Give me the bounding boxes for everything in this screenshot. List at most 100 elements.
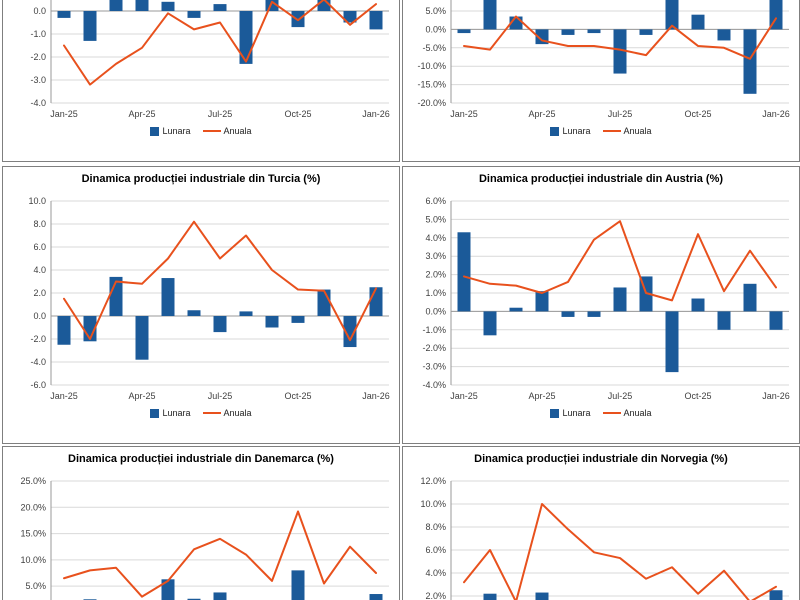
lunara-bar [187,310,201,316]
chart-legend: Lunara Anuala [3,126,399,136]
lunara-bar [57,11,71,18]
y-axis-tick-label: 0.0 [33,6,46,16]
lunara-bar [161,1,175,11]
chart-canvas: 10.0 8.0 6.0 4.0 2.0 0.0 -2.0 -4.0 -6.0 Jan-25 Apr… [28,196,390,401]
chart-panel-turcia: Dinamica producției industriale din Turc… [2,166,400,444]
lunara-bar [769,590,783,600]
lunara-bar [265,0,279,11]
x-axis-tick-label: Jul-25 [208,391,233,401]
chart-panel-danemarca: Dinamica producției industriale din Dane… [2,446,400,600]
lunara-bar [587,311,601,317]
x-axis-tick-label: Oct-25 [684,109,711,119]
y-axis-tick-label: -1.0% [422,325,446,335]
chart-canvas: 30.0%25.0%20.0%15.0%10.0%5.0%0.0%-5.0%-1… [417,0,790,119]
anuala-legend-swatch-icon [202,129,221,133]
x-axis-tick-label: Jul-25 [208,109,233,119]
y-axis-tick-label: 2.0% [425,591,446,600]
lunara-bar [187,11,201,18]
y-axis-tick-label: -5.0% [422,43,446,53]
y-axis-tick-label: 5.0% [25,581,46,591]
lunara-bar [509,307,523,312]
lunara-bar [239,11,253,64]
y-axis-tick-label: -2.0 [30,334,46,344]
anuala-line [463,220,777,302]
y-axis-tick-label: 10.0 [28,196,46,206]
chart-canvas: 12.0%10.0%8.0%6.0%4.0%2.0%0.0%-2.0%-4.0%… [420,476,789,600]
y-axis-tick-label: -6.0 [30,380,46,390]
lunara-bar [291,570,305,600]
lunara-bar [561,311,575,317]
chart-title: Dinamica producției industriale din Aust… [478,173,724,185]
y-axis-tick-label: 6.0% [425,196,446,206]
lunara-bar [161,278,175,316]
lunara-bar [135,0,149,11]
x-axis-tick-label: Jul-25 [608,391,633,401]
chart-legend: Lunara Anuala [403,408,799,418]
y-axis-tick-label: 6.0 [33,242,46,252]
lunara-bar [161,579,175,600]
lunara-bar [535,291,549,312]
lunara-bar [457,29,471,34]
anuala-legend-swatch-icon [202,411,221,415]
y-axis-tick-label: 0.0% [425,306,446,316]
lunara-bar [239,311,253,316]
lunara-bar [483,593,497,600]
y-axis-tick-label: 4.0 [33,265,46,275]
lunara-bar [317,0,331,11]
x-axis-tick-label: Apr-25 [528,391,555,401]
y-axis-tick-label: -2.0 [30,52,46,62]
chart-panel-top-left: 4.03.02.01.00.0-1.0-2.0-3.0-4.0Jan-25Apr… [2,0,400,162]
anuala-legend-swatch-icon [602,129,621,133]
x-axis-tick-label: Apr-25 [528,109,555,119]
lunara-bar [291,316,305,323]
lunara-bar [613,29,627,74]
x-axis-tick-label: Jan-25 [450,109,478,119]
lunara-bar [743,283,757,312]
anuala-line [63,510,377,598]
lunara-bar [769,311,783,330]
x-axis-tick-label: Apr-25 [128,391,155,401]
x-axis-tick-label: Jan-25 [50,109,78,119]
y-axis-tick-label: 0.0% [425,24,446,34]
lunara-bar [561,29,575,35]
lunara-legend-swatch-icon [150,126,160,136]
lunara-bar [213,4,227,11]
lunara-bar [483,311,497,336]
y-axis-tick-label: 0.0 [33,311,46,321]
lunara-bar [535,592,549,600]
chart-panel-austria: Dinamica producției industriale din Aust… [402,166,800,444]
x-axis-tick-label: Jan-25 [50,391,78,401]
y-axis-tick-label: -4.0 [30,357,46,367]
y-axis-tick-label: 2.0% [425,270,446,280]
x-axis-tick-label: Jan-26 [362,109,390,119]
lunara-bar [317,289,331,316]
lunara-bar [109,0,123,11]
x-axis-tick-label: Apr-25 [128,109,155,119]
chart-legend: Lunara Anuala [403,126,799,136]
x-axis-tick-label: Jan-26 [362,391,390,401]
lunara-bar [369,11,383,30]
lunara-bar [83,11,97,41]
y-axis-tick-label: 8.0% [425,522,446,532]
lunara-bar [457,232,471,312]
anuala-legend-swatch-icon [602,411,621,415]
lunara-bar [691,298,705,312]
anuala-line [463,15,777,60]
y-axis-tick-label: 4.0% [425,233,446,243]
y-axis-tick-label: 15.0% [20,529,46,539]
lunara-bar [57,316,71,345]
x-axis-tick-label: Jan-26 [762,109,790,119]
y-axis-tick-label: 10.0% [420,499,446,509]
lunara-legend-label: Lunara [562,126,591,136]
lunara-legend-label: Lunara [162,126,191,136]
anuala-line [463,503,777,600]
y-axis-tick-label: -4.0% [422,380,446,390]
y-axis-tick-label: 10.0% [20,555,46,565]
y-axis-tick-label: -3.0% [422,362,446,372]
y-axis-tick-label: 4.0% [425,568,446,578]
chart-legend: Lunara Anuala [3,408,399,418]
lunara-bar [613,287,627,312]
y-axis-tick-label: 6.0% [425,545,446,555]
lunara-bar [665,0,679,30]
